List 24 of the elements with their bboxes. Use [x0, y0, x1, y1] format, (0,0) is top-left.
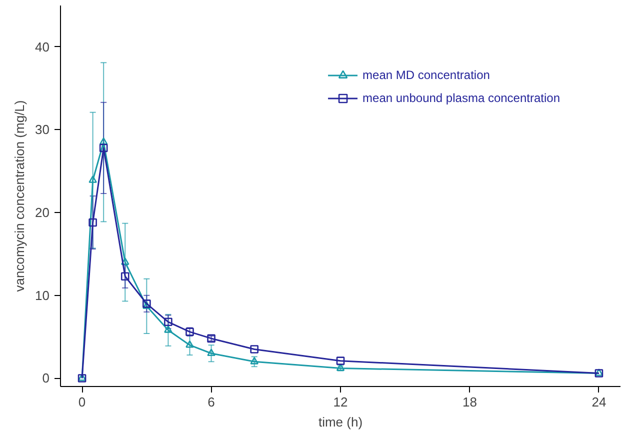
legend-label: mean unbound plasma concentration: [362, 91, 560, 105]
y-tick-label: 10: [35, 288, 50, 303]
point: [250, 345, 258, 354]
point: [99, 137, 108, 145]
point: [120, 272, 130, 280]
x-tick-label: 6: [208, 394, 215, 410]
y-axis-title: vancomycin concentration (mg/L): [12, 100, 28, 292]
point: [88, 176, 97, 183]
x-tick-label: 12: [333, 394, 348, 410]
point: [164, 318, 172, 326]
x-tick-label: 18: [462, 394, 477, 410]
point: [99, 144, 108, 152]
point: [250, 356, 258, 364]
x-tick-label: 0: [78, 394, 86, 410]
y-tick-label: 40: [35, 39, 50, 54]
point: [207, 348, 216, 356]
x-axis-title: time (h): [318, 414, 363, 430]
point: [88, 218, 97, 227]
y-tick-label: 20: [35, 205, 50, 220]
y-tick-label: 0: [42, 370, 50, 386]
y-tick-label: 30: [35, 122, 50, 138]
point: [186, 340, 194, 348]
x-tick-label: 24: [592, 394, 606, 410]
legend-label: mean MD concentration: [362, 68, 490, 82]
